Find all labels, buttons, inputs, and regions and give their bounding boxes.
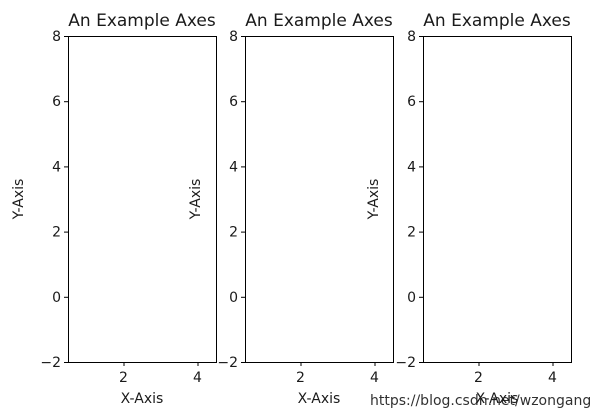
y-tick-label: 2 [52, 225, 61, 241]
x-tick-label: 4 [548, 370, 557, 386]
y-tick-label: −2 [217, 355, 238, 371]
watermark: https://blog.csdn.net/wzongang [370, 393, 591, 409]
y-tick-label: 4 [229, 159, 238, 175]
x-axis-label: X-Axis [121, 391, 164, 407]
y-tick-label: 8 [52, 29, 61, 45]
y-tick-label: 6 [407, 94, 416, 110]
chart-title: An Example Axes [423, 11, 571, 31]
y-tick-label: 8 [407, 29, 416, 45]
y-tick-label: 2 [407, 225, 416, 241]
x-tick-label: 4 [370, 370, 379, 386]
chart-title: An Example Axes [68, 11, 216, 31]
axes-group: −2 0 2 4 6 8 2 4 An Example Axes X-Axis Y-Axis −2 0 2… [11, 11, 572, 407]
x-tick-label: 2 [474, 370, 483, 386]
y-tick-label: −2 [40, 355, 61, 371]
y-tick-label: 0 [407, 290, 416, 306]
axes-1: −2 0 2 4 6 8 2 4 An Example Axes X-Axis Y-Axis [11, 11, 217, 407]
y-tick-label: 4 [52, 159, 61, 175]
x-axis-label: X-Axis [298, 391, 341, 407]
axes-3: −2 0 2 4 6 8 2 4 An Example Axes X-Axis Y-Axis [366, 11, 572, 407]
plot-frame [245, 36, 394, 363]
y-tick-label: 6 [52, 94, 61, 110]
chart-title: An Example Axes [245, 11, 393, 31]
y-tick-label: 4 [407, 159, 416, 175]
x-tick-label: 2 [119, 370, 128, 386]
y-tick-label: 8 [229, 29, 238, 45]
y-axis-label: Y-Axis [11, 179, 27, 221]
y-tick-label: 6 [229, 94, 238, 110]
axes-2: −2 0 2 4 6 8 2 4 An Example Axes X-Axis Y-Axis [188, 11, 394, 407]
x-tick-label: 4 [193, 370, 202, 386]
y-tick-label: 2 [229, 225, 238, 241]
plot-frame [68, 36, 217, 363]
plot-frame [423, 36, 572, 363]
y-tick-label: 0 [229, 290, 238, 306]
x-tick-label: 2 [296, 370, 305, 386]
x-axis-label: X-Axis [476, 391, 519, 407]
y-axis-label: Y-Axis [188, 179, 204, 221]
y-tick-label: 0 [52, 290, 61, 306]
y-axis-label: Y-Axis [366, 179, 382, 221]
y-tick-label: −2 [395, 355, 416, 371]
